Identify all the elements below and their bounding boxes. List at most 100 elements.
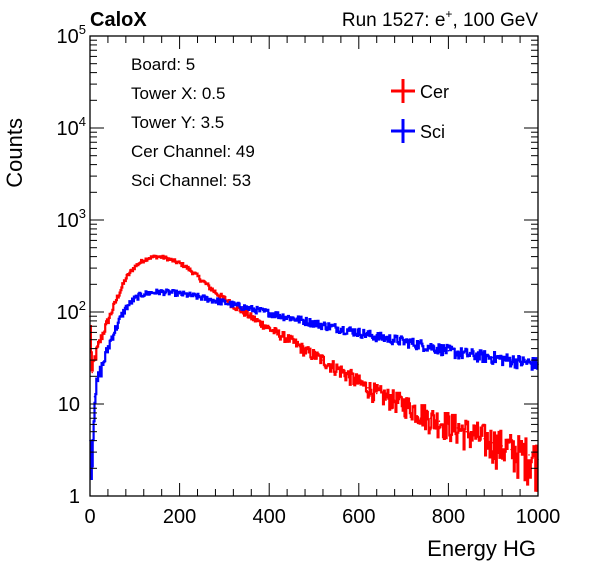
data-point-sci xyxy=(367,333,369,336)
data-point-sci xyxy=(492,356,495,359)
data-point-sci xyxy=(259,310,262,312)
info-cer-channel: Cer Channel: 49 xyxy=(131,142,255,161)
legend-entry-cer: Cer xyxy=(391,79,449,103)
data-point-sci xyxy=(474,354,477,356)
data-point-cer xyxy=(160,256,163,258)
data-point-cer xyxy=(111,309,114,311)
data-point-sci xyxy=(340,327,342,330)
y-axis-title: Counts xyxy=(2,118,27,188)
data-point-cer xyxy=(375,392,378,395)
data-point-sci xyxy=(178,292,181,295)
data-point-sci xyxy=(402,340,405,343)
data-point-cer xyxy=(286,337,288,339)
data-point-sci xyxy=(223,301,226,304)
data-point-cer xyxy=(98,343,100,345)
data-point-cer xyxy=(196,275,199,278)
data-point-sci xyxy=(465,353,468,355)
data-point-sci xyxy=(196,295,199,298)
data-point-cer xyxy=(528,454,530,456)
axis-layer: 0 200 400 600 800 1000 1 10 102 103 104 105 xyxy=(57,22,561,528)
data-point-cer xyxy=(174,260,176,263)
data-point-cer xyxy=(501,445,504,447)
brand-label: CaloX xyxy=(90,9,147,31)
data-point-cer xyxy=(205,283,208,286)
data-point-sci xyxy=(331,326,333,328)
data-point-sci xyxy=(160,291,163,293)
data-point-cer xyxy=(246,313,248,315)
data-point-cer xyxy=(358,382,360,384)
data-point-cer xyxy=(107,320,109,322)
data-point-sci xyxy=(165,291,167,294)
data-point-sci xyxy=(313,322,315,324)
data-point-sci xyxy=(358,331,360,334)
series-line-cer xyxy=(89,254,539,492)
plot-frame xyxy=(89,35,539,497)
data-point-sci xyxy=(120,315,123,318)
data-point-sci xyxy=(268,312,271,314)
data-point-cer xyxy=(147,257,149,259)
data-point-cer xyxy=(259,322,262,324)
data-point-sci xyxy=(143,293,145,295)
data-point-cer xyxy=(165,257,167,259)
data-point-cer xyxy=(201,279,203,282)
data-point-cer xyxy=(510,448,512,451)
data-point-cer xyxy=(447,423,450,426)
data-point-cer xyxy=(384,395,387,398)
data-point-cer xyxy=(304,349,306,352)
data-point-sci xyxy=(250,308,253,310)
data-point-sci xyxy=(393,338,396,341)
data-point-cer xyxy=(129,271,132,274)
data-point-sci xyxy=(107,347,109,350)
data-point-sci xyxy=(205,297,208,300)
data-point-cer xyxy=(483,437,486,440)
series-line-sci xyxy=(89,288,539,480)
data-point-cer xyxy=(313,354,315,356)
data-point-sci xyxy=(295,318,297,320)
data-point-cer xyxy=(169,258,172,261)
data-point-sci xyxy=(519,360,521,363)
run-label-sup: + xyxy=(445,7,452,21)
data-point-cer xyxy=(143,259,145,262)
data-point-cer xyxy=(340,369,342,372)
data-point-sci xyxy=(438,347,441,350)
data-point-cer xyxy=(210,287,212,290)
x-tick-label: 400 xyxy=(253,506,286,528)
data-point-sci xyxy=(375,335,378,338)
info-tower-x: Tower X: 0.5 xyxy=(131,84,226,103)
data-point-sci xyxy=(134,297,136,300)
data-point-cer xyxy=(393,399,396,402)
data-point-cer xyxy=(120,287,123,290)
data-point-sci xyxy=(93,395,96,398)
data-point-cer xyxy=(420,412,423,414)
y-tick-label: 102 xyxy=(57,298,86,324)
data-point-cer xyxy=(151,256,154,258)
data-point-cer xyxy=(295,343,297,345)
data-point-sci xyxy=(322,324,324,326)
data-point-sci xyxy=(510,359,512,361)
data-point-sci xyxy=(174,292,176,294)
data-point-cer xyxy=(116,297,118,300)
data-point-sci xyxy=(241,306,244,308)
x-tick-label: 0 xyxy=(84,506,95,528)
data-point-sci xyxy=(420,344,423,346)
data-point-cer xyxy=(367,387,369,389)
x-tick-label: 200 xyxy=(163,506,196,528)
data-point-sci xyxy=(129,302,132,304)
legend-entry-sci: Sci xyxy=(391,119,445,143)
data-point-sci xyxy=(304,320,306,322)
data-point-sci xyxy=(102,362,105,364)
data-point-sci xyxy=(187,294,190,296)
legend-cer-label: Cer xyxy=(420,82,449,102)
x-axis-title: Energy HG xyxy=(427,536,536,561)
run-label-tail: , 100 GeV xyxy=(452,10,538,31)
data-point-cer xyxy=(134,266,136,268)
data-point-cer xyxy=(429,417,432,420)
data-point-sci xyxy=(349,329,351,332)
data-point-sci xyxy=(214,299,217,302)
data-point-sci xyxy=(429,345,432,348)
data-point-sci xyxy=(384,337,387,339)
data-point-cer xyxy=(214,291,217,293)
run-label: Run 1527: e+, 100 GeV xyxy=(342,7,538,31)
data-point-cer xyxy=(277,333,280,335)
